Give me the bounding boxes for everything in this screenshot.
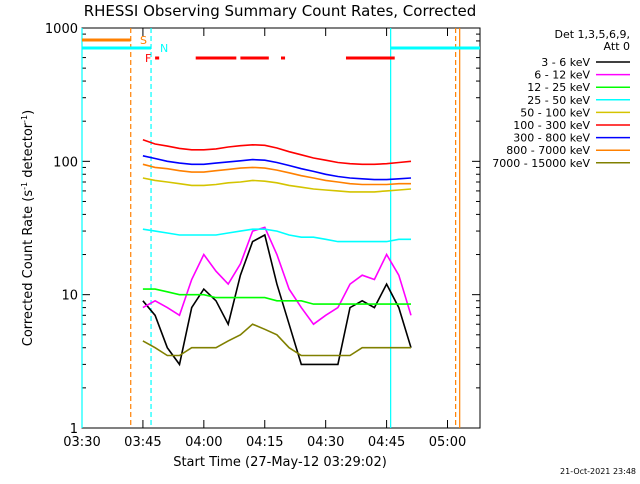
y-label-sup: -1: [20, 182, 29, 190]
legend-label: 100 - 300 keV: [513, 119, 590, 132]
legend-header: Att 0: [604, 40, 630, 53]
x-tick-label: 05:00: [429, 435, 466, 450]
legend-label: 3 - 6 keV: [541, 56, 590, 69]
legend-label: 12 - 25 keV: [527, 81, 590, 94]
series-line: [142, 228, 411, 243]
x-tick-label: 03:45: [124, 435, 161, 450]
series-line: [142, 155, 412, 181]
legend-label: 7000 - 15000 keV: [492, 157, 590, 170]
series-line: [142, 163, 411, 186]
y-axis-label: Corrected Count Rate (s-1 detector-1): [20, 110, 36, 346]
y-tick-label: 10: [61, 289, 78, 304]
y-label-part: detector: [21, 122, 36, 182]
legend-label: 50 - 100 keV: [520, 106, 590, 119]
flag-label: N: [160, 42, 168, 55]
chart-title: RHESSI Observing Summary Count Rates, Co…: [84, 2, 477, 20]
series-line: [142, 288, 411, 305]
y-tick-label: 1000: [45, 22, 78, 37]
y-tick-label: 100: [53, 155, 78, 170]
x-tick-label: 03:30: [63, 435, 100, 450]
x-tick-label: 04:15: [246, 435, 283, 450]
series-line: [142, 139, 412, 166]
y-label-sup: -1: [20, 115, 29, 123]
legend-label: 25 - 50 keV: [527, 94, 590, 107]
flag-label: S: [140, 34, 147, 47]
legend-label: 800 - 7000 keV: [506, 144, 590, 157]
series-line: [142, 233, 412, 367]
footer: 21-Oct-2021 23:48: [560, 467, 636, 476]
legend-header: Det 1,3,5,6,9,: [554, 28, 630, 41]
y-label-part: Corrected Count Rate (s: [21, 190, 36, 347]
legend-label: 300 - 800 keV: [513, 132, 590, 145]
series-line: [142, 323, 411, 357]
legend-label: 6 - 12 keV: [534, 69, 590, 82]
flag-label: F: [145, 52, 151, 65]
x-tick-label: 04:30: [307, 435, 344, 450]
series-line: [142, 177, 412, 193]
x-tick-label: 04:45: [368, 435, 405, 450]
x-axis-label: Start Time (27-May-12 03:29:02): [173, 455, 387, 470]
x-tick-label: 04:00: [185, 435, 222, 450]
y-label-part: ): [21, 110, 36, 115]
series-line: [142, 226, 412, 326]
y-tick-label: 1: [70, 422, 78, 437]
